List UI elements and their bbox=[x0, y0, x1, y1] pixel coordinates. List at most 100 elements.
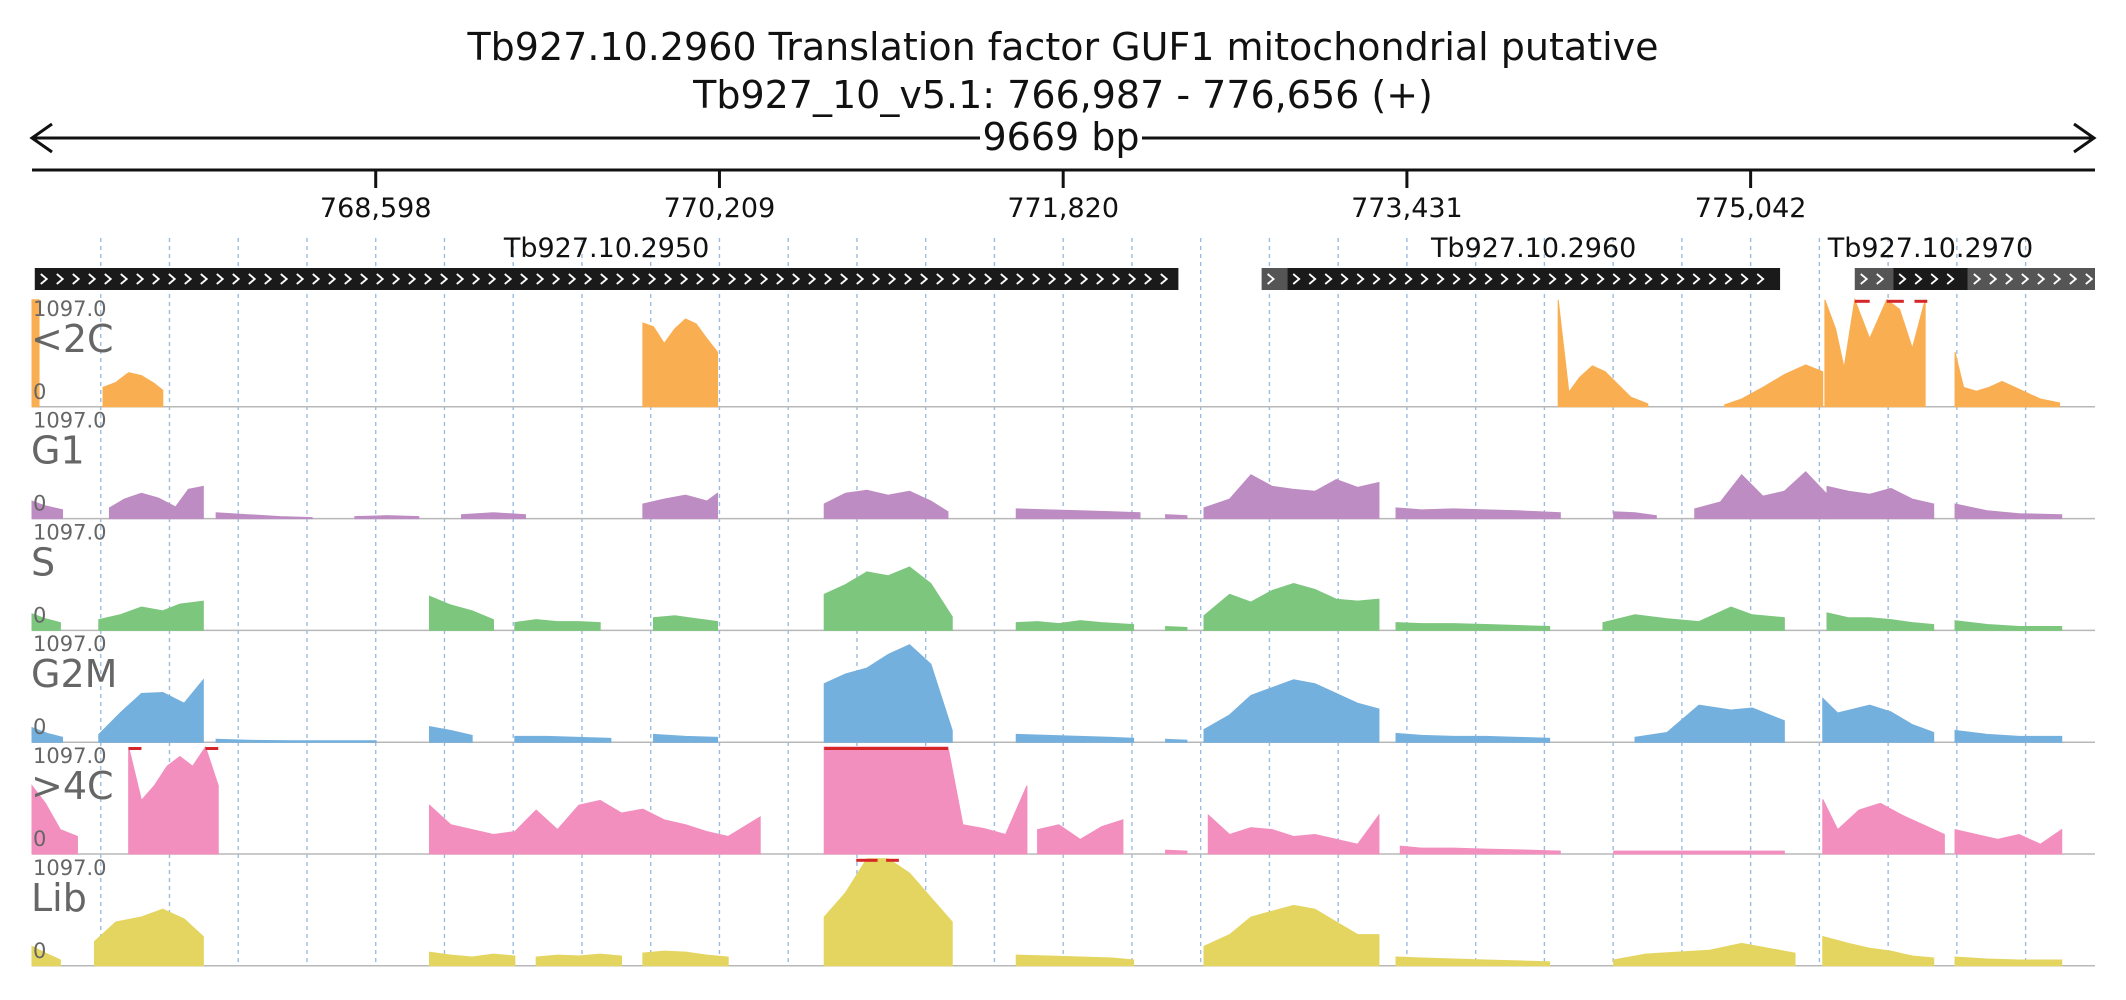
strand-chevron bbox=[760, 273, 769, 285]
gene-bar bbox=[1893, 268, 1968, 290]
coverage-area bbox=[1165, 514, 1188, 520]
strand-chevron bbox=[920, 273, 929, 285]
clip-indicator bbox=[128, 747, 142, 750]
coverage-area bbox=[1395, 956, 1551, 967]
strand-chevron bbox=[1676, 273, 1685, 285]
strand-chevron bbox=[1267, 273, 1276, 285]
strand-chevron bbox=[1973, 273, 1982, 285]
strand-chevron bbox=[696, 273, 705, 285]
coverage-area bbox=[823, 566, 953, 631]
strand-chevron bbox=[216, 273, 225, 285]
strand-chevron bbox=[712, 273, 721, 285]
strand-chevron bbox=[200, 273, 209, 285]
clip-indicator bbox=[824, 747, 948, 750]
strand-chevron bbox=[1500, 273, 1509, 285]
coverage-area bbox=[1954, 620, 2063, 631]
coverage-area bbox=[428, 595, 495, 631]
strand-chevron bbox=[2085, 273, 2094, 285]
coverage-track: 1097.0S 0 bbox=[31, 520, 2095, 632]
gene-label: Tb927.10.2950 bbox=[503, 233, 709, 264]
coverage-area bbox=[1165, 849, 1188, 855]
strand-chevron bbox=[344, 273, 353, 285]
strand-chevron bbox=[2069, 273, 2078, 285]
strand-chevron bbox=[1388, 273, 1397, 285]
strand-chevron bbox=[1516, 273, 1525, 285]
strand-chevron bbox=[1989, 273, 1998, 285]
strand-chevron bbox=[296, 273, 305, 285]
strand-chevron bbox=[248, 273, 257, 285]
coverage-area bbox=[1954, 503, 2063, 520]
coverage-area bbox=[1037, 819, 1124, 855]
coverage-area bbox=[1634, 704, 1785, 743]
track-ymax-label: 1097.0 bbox=[33, 520, 106, 544]
strand-chevron bbox=[1596, 273, 1605, 285]
coverage-area bbox=[98, 678, 204, 743]
coverage-area bbox=[31, 726, 64, 743]
x-axis: 768,598 770,209 771,820 773,431 775,042 bbox=[32, 168, 2095, 224]
strand-chevron bbox=[376, 273, 385, 285]
coverage-area bbox=[128, 745, 219, 855]
coverage-area bbox=[823, 746, 1028, 855]
track-ymin-label: 0 bbox=[33, 939, 46, 963]
coverage-area bbox=[1015, 508, 1141, 520]
strand-chevron bbox=[1724, 273, 1733, 285]
coverage-area bbox=[1613, 942, 1796, 967]
strand-chevron bbox=[952, 273, 961, 285]
clip-indicator bbox=[886, 858, 899, 862]
strand-chevron bbox=[584, 273, 593, 285]
track-name-label: Lib bbox=[31, 876, 87, 920]
strand-chevron bbox=[728, 273, 737, 285]
strand-chevron bbox=[72, 273, 81, 285]
strand-chevron bbox=[168, 273, 177, 285]
coverage-area bbox=[1954, 352, 2061, 408]
strand-chevron bbox=[1128, 273, 1137, 285]
strand-chevron bbox=[1914, 273, 1923, 285]
track-ymax-label: 1097.0 bbox=[33, 409, 106, 433]
strand-chevron bbox=[1708, 273, 1717, 285]
strand-chevron bbox=[1080, 273, 1089, 285]
track-name-label: S bbox=[31, 540, 55, 584]
coverage-area bbox=[1694, 471, 1828, 520]
strand-chevron bbox=[120, 273, 129, 285]
strand-chevron bbox=[1160, 273, 1169, 285]
x-tick-label: 768,598 bbox=[320, 193, 432, 224]
span-arrowhead-left bbox=[29, 122, 53, 154]
strand-chevron bbox=[1372, 273, 1381, 285]
strand-chevron bbox=[1064, 273, 1073, 285]
strand-chevron bbox=[664, 273, 673, 285]
figure-title: Tb927.10.2960 Translation factor GUF1 mi… bbox=[466, 25, 1658, 69]
coverage-area bbox=[1954, 828, 2063, 855]
strand-chevron bbox=[280, 273, 289, 285]
strand-chevron bbox=[1930, 273, 1939, 285]
strand-chevron bbox=[456, 273, 465, 285]
coverage-area bbox=[31, 299, 40, 408]
strand-chevron bbox=[536, 273, 545, 285]
coverage-area bbox=[1954, 729, 2063, 743]
coverage-area bbox=[1203, 583, 1380, 631]
strand-chevron bbox=[888, 273, 897, 285]
strand-chevron bbox=[1340, 273, 1349, 285]
x-tick-label: 775,042 bbox=[1695, 193, 1807, 224]
strand-chevron bbox=[680, 273, 689, 285]
strand-chevron bbox=[1532, 273, 1541, 285]
track-ymin-label: 0 bbox=[33, 715, 46, 739]
coverage-area bbox=[1015, 620, 1135, 631]
span-arrowhead-right bbox=[2073, 122, 2097, 154]
strand-chevron bbox=[1484, 273, 1493, 285]
strand-chevron bbox=[1740, 273, 1749, 285]
coverage-area bbox=[1613, 850, 1785, 855]
strand-chevron bbox=[2005, 273, 2014, 285]
track-ymax-label: 1097.0 bbox=[33, 297, 106, 321]
strand-chevron bbox=[824, 273, 833, 285]
coverage-area bbox=[653, 733, 719, 743]
coverage-area bbox=[1203, 474, 1380, 520]
strand-chevron bbox=[1096, 273, 1105, 285]
coverage-area bbox=[31, 500, 64, 520]
coverage-area bbox=[1207, 813, 1380, 855]
strand-chevron bbox=[968, 273, 977, 285]
coverage-area bbox=[428, 725, 473, 743]
strand-chevron bbox=[616, 273, 625, 285]
coverage-area bbox=[1395, 732, 1551, 743]
track-name-label: G2M bbox=[31, 652, 117, 696]
